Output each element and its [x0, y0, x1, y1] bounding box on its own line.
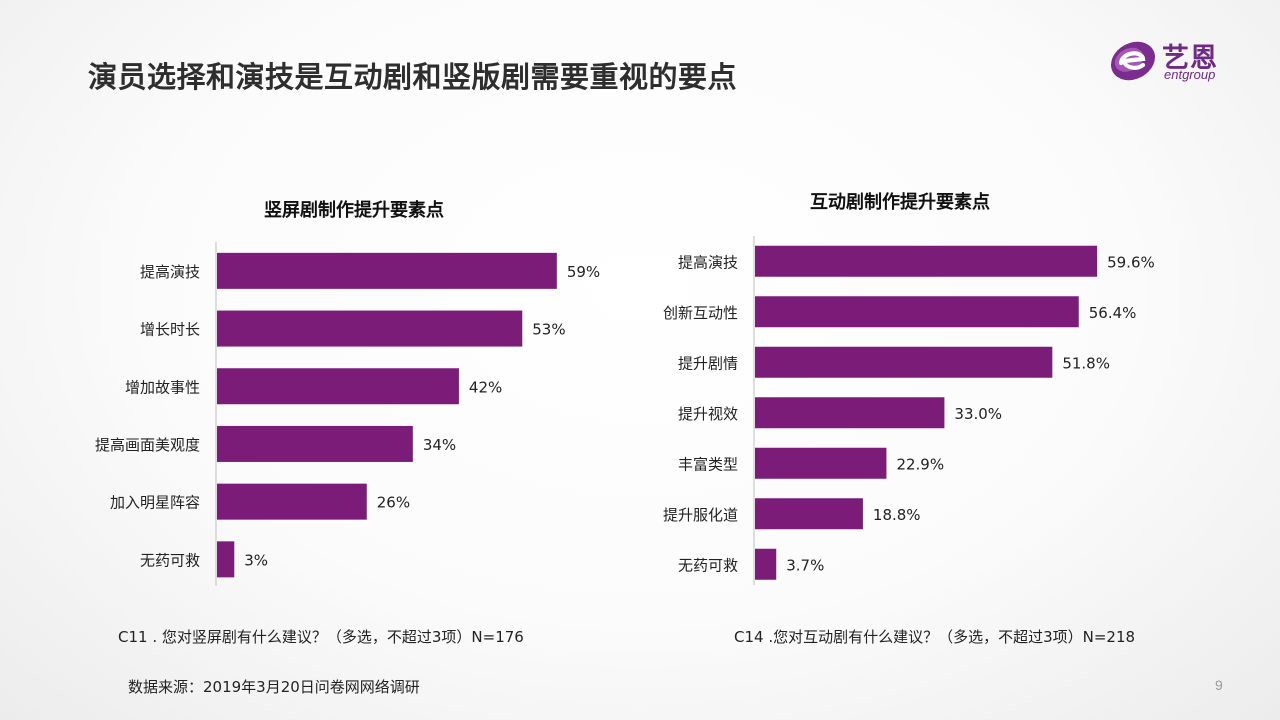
left-bar-chart: 提高演技 59% 增长时长 53% 增加故事性 42% 提高画面美观度 34% 加入明星阵容 26… [70, 236, 630, 590]
right-chart-svg: 提高演技 59.6% 创新互动性 56.4% 提升剧情 51.8% 提升视效 33.0% 丰富类… [663, 236, 1155, 590]
brand-logo: 艺恩 entgroup [1106, 36, 1238, 84]
left-chart-note: C11 . 您对竖屏剧有什么建议？（多选，不超过3项）N=176 [118, 628, 524, 646]
bar-1 [755, 245, 1098, 277]
category-label: 增加故事性 [125, 378, 200, 396]
value-label: 53% [532, 321, 565, 339]
page-title: 演员选择和演技是互动剧和竖版剧需要重视的要点 [88, 60, 738, 94]
category-label: 丰富类型 [678, 455, 738, 473]
bar-4 [217, 425, 413, 462]
bar-2 [217, 310, 523, 347]
value-label: 51.8% [1062, 354, 1110, 372]
left-chart-title: 竖屏剧制作提升要素点 [264, 200, 444, 221]
bar-1 [217, 252, 557, 289]
value-label: 3.7% [786, 556, 824, 574]
category-label: 提高演技 [140, 263, 200, 281]
category-label: 提高演技 [678, 253, 738, 271]
bar-2 [755, 296, 1079, 328]
category-label: 无药可救 [678, 556, 738, 574]
value-label: 56.4% [1089, 304, 1137, 322]
page-number: 9 [1215, 677, 1223, 693]
category-label: 提升剧情 [678, 354, 738, 372]
bar-6 [217, 541, 235, 578]
value-label: 3% [244, 551, 268, 569]
category-label: 提高画面美观度 [95, 436, 200, 454]
bar-6 [755, 498, 863, 530]
value-label: 42% [469, 378, 502, 396]
bar-3 [217, 368, 459, 405]
category-label: 提升视效 [678, 405, 738, 423]
left-chart-svg: 提高演技 59% 增长时长 53% 增加故事性 42% 提高画面美观度 34% 加入明星阵容 26… [95, 242, 600, 589]
logo-mark-icon [1111, 41, 1155, 81]
right-chart-title: 互动剧制作提升要素点 [810, 192, 990, 213]
value-label: 59% [567, 263, 600, 281]
bar-5 [217, 483, 367, 520]
logo-name-cn: 艺恩 [1162, 43, 1218, 74]
value-label: 59.6% [1107, 253, 1155, 271]
logo-name-en: entgroup [1164, 67, 1216, 82]
category-label: 提升服化道 [663, 506, 738, 524]
category-label: 加入明星阵容 [110, 494, 200, 512]
category-label: 无药可救 [140, 551, 200, 569]
category-label: 增长时长 [140, 321, 200, 339]
value-label: 26% [377, 494, 410, 512]
right-bar-chart: 提高演技 59.6% 创新互动性 56.4% 提升剧情 51.8% 提升视效 33.0% 丰富类… [630, 230, 1190, 590]
bar-3 [755, 346, 1053, 378]
right-chart-note: C14 .您对互动剧有什么建议？（多选，不超过3项）N=218 [734, 628, 1136, 646]
value-label: 18.8% [873, 506, 921, 524]
value-label: 33.0% [954, 405, 1002, 423]
data-source: 数据来源：2019年3月20日问卷网网络调研 [128, 678, 420, 696]
bar-5 [755, 447, 887, 479]
value-label: 22.9% [896, 455, 944, 473]
value-label: 34% [423, 436, 456, 454]
category-label: 创新互动性 [663, 304, 738, 322]
bar-4 [755, 397, 945, 429]
bar-7 [755, 548, 777, 580]
